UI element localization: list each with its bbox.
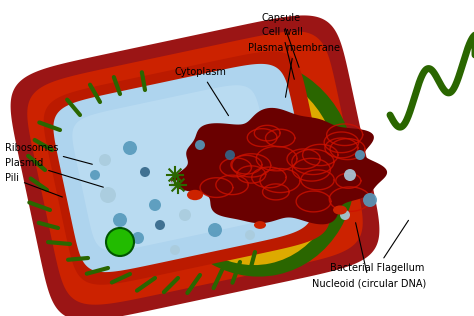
Polygon shape [54, 64, 312, 272]
Ellipse shape [254, 221, 266, 229]
Text: Capsule: Capsule [262, 13, 301, 67]
Ellipse shape [100, 187, 116, 203]
Ellipse shape [132, 232, 144, 244]
Ellipse shape [208, 223, 222, 237]
Ellipse shape [225, 150, 235, 160]
Ellipse shape [155, 59, 356, 276]
Text: Cytoplasm: Cytoplasm [175, 67, 228, 116]
Text: Bacterial Flagellum: Bacterial Flagellum [330, 220, 424, 273]
Text: Plasma membrane: Plasma membrane [248, 43, 340, 97]
Text: Pili: Pili [5, 173, 63, 197]
Ellipse shape [149, 199, 161, 211]
Ellipse shape [355, 150, 365, 160]
Ellipse shape [155, 220, 165, 230]
Polygon shape [73, 85, 278, 251]
Polygon shape [171, 108, 387, 224]
Ellipse shape [106, 228, 134, 256]
Polygon shape [10, 15, 379, 316]
Polygon shape [44, 51, 330, 285]
Ellipse shape [363, 193, 377, 207]
Text: Nucleoid (circular DNA): Nucleoid (circular DNA) [312, 223, 426, 288]
Ellipse shape [344, 169, 356, 181]
Ellipse shape [123, 141, 137, 155]
Ellipse shape [170, 180, 180, 190]
Ellipse shape [333, 205, 347, 215]
Text: Plasmid: Plasmid [5, 158, 103, 187]
Ellipse shape [195, 140, 205, 150]
Ellipse shape [170, 245, 180, 255]
Ellipse shape [340, 210, 350, 220]
Ellipse shape [162, 71, 338, 265]
Polygon shape [27, 31, 363, 305]
Ellipse shape [179, 209, 191, 221]
Ellipse shape [140, 167, 150, 177]
Text: Cell wall: Cell wall [262, 27, 303, 79]
Ellipse shape [90, 170, 100, 180]
Ellipse shape [167, 83, 319, 252]
Ellipse shape [245, 230, 255, 240]
Ellipse shape [187, 190, 203, 200]
Text: Ribosomes: Ribosomes [5, 143, 92, 164]
Ellipse shape [113, 213, 127, 227]
Ellipse shape [99, 154, 111, 166]
